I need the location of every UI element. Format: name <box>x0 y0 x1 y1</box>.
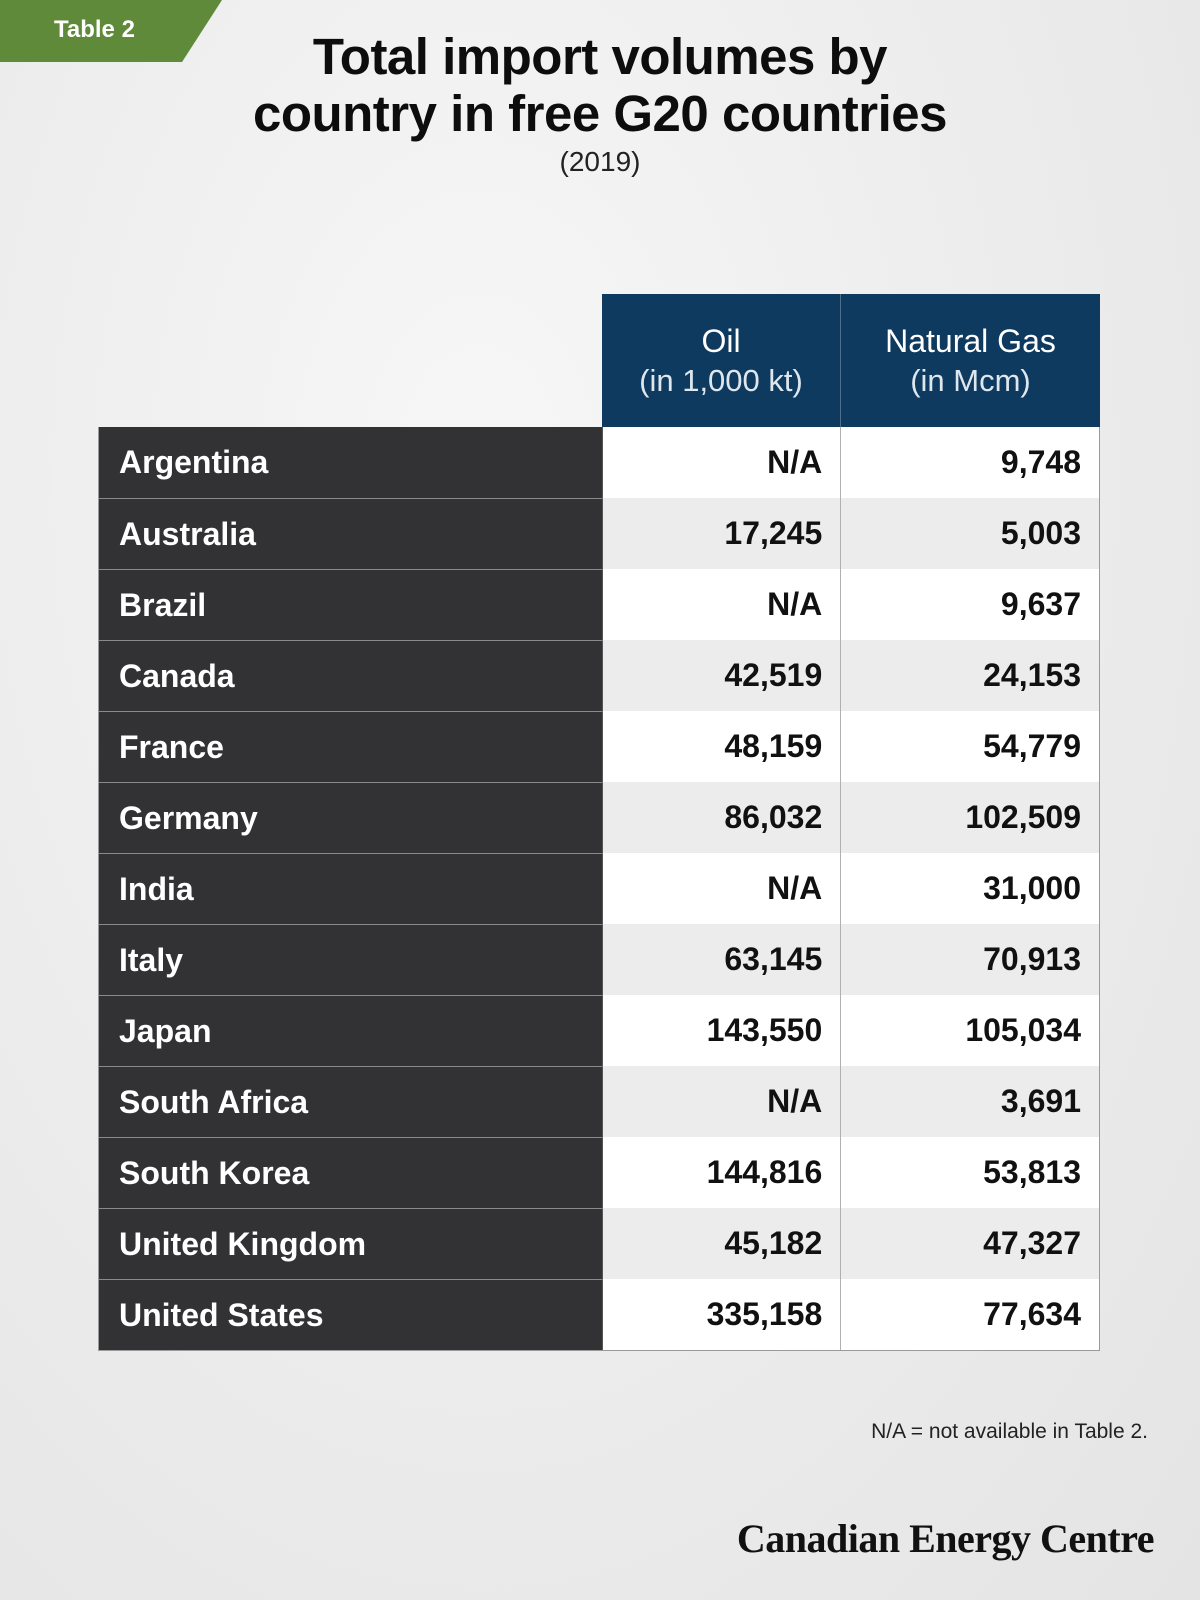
gas-value-cell: 24,153 <box>841 640 1099 711</box>
column-header-oil-name: Oil <box>701 322 741 359</box>
oil-value-cell: N/A <box>603 569 842 640</box>
oil-value-cell: 144,816 <box>603 1137 842 1208</box>
country-cell: France <box>99 711 604 782</box>
page-title: Total import volumes by country in free … <box>0 28 1200 142</box>
brand-logo: Canadian Energy Centre <box>736 1516 1155 1561</box>
gas-value-cell: 77,634 <box>841 1279 1099 1350</box>
table-row: United Kingdom 45,182 47,327 <box>99 1208 1099 1279</box>
country-cell: Canada <box>99 640 604 711</box>
oil-value-cell: N/A <box>603 1066 842 1137</box>
gas-value-cell: 70,913 <box>841 924 1099 995</box>
table-row: South Africa N/A 3,691 <box>99 1066 1099 1137</box>
table-header-row: Oil (in 1,000 kt) Natural Gas (in Mcm) <box>98 294 1100 427</box>
footnote: N/A = not available in Table 2. <box>871 1420 1148 1443</box>
oil-value-cell: N/A <box>603 427 842 498</box>
table-row: Germany 86,032 102,509 <box>99 782 1099 853</box>
gas-value-cell: 5,003 <box>841 498 1099 569</box>
table-row: Brazil N/A 9,637 <box>99 569 1099 640</box>
table-row: United States 335,158 77,634 <box>99 1279 1099 1350</box>
import-volumes-table: Oil (in 1,000 kt) Natural Gas (in Mcm) A… <box>98 294 1100 1351</box>
country-cell: India <box>99 853 604 924</box>
title-line-2: country in free G20 countries <box>252 85 948 142</box>
gas-value-cell: 3,691 <box>841 1066 1099 1137</box>
country-cell: South Africa <box>99 1066 604 1137</box>
country-cell: Australia <box>99 498 604 569</box>
title-line-1: Total import volumes by <box>312 28 888 85</box>
gas-value-cell: 31,000 <box>841 853 1099 924</box>
table-number-badge: Table 2 <box>0 0 222 62</box>
oil-value-cell: 86,032 <box>603 782 842 853</box>
oil-value-cell: 143,550 <box>603 995 842 1066</box>
oil-value-cell: 48,159 <box>603 711 842 782</box>
country-cell: United States <box>99 1279 604 1350</box>
column-header-gas-unit: (in Mcm) <box>910 362 1031 398</box>
country-cell: Japan <box>99 995 604 1066</box>
column-header-oil: Oil (in 1,000 kt) <box>602 294 841 427</box>
country-cell: Germany <box>99 782 604 853</box>
gas-value-cell: 9,748 <box>841 427 1099 498</box>
oil-value-cell: 63,145 <box>603 924 842 995</box>
country-cell: Italy <box>99 924 604 995</box>
oil-value-cell: 17,245 <box>603 498 842 569</box>
country-cell: United Kingdom <box>99 1208 604 1279</box>
oil-value-cell: 335,158 <box>603 1279 842 1350</box>
table-row: Italy 63,145 70,913 <box>99 924 1099 995</box>
header-spacer <box>98 294 602 427</box>
gas-value-cell: 102,509 <box>841 782 1099 853</box>
column-header-gas-name: Natural Gas <box>885 322 1056 359</box>
country-cell: Brazil <box>99 569 604 640</box>
table-row: Canada 42,519 24,153 <box>99 640 1099 711</box>
oil-value-cell: 42,519 <box>603 640 842 711</box>
gas-value-cell: 53,813 <box>841 1137 1099 1208</box>
country-cell: South Korea <box>99 1137 604 1208</box>
oil-value-cell: N/A <box>603 853 842 924</box>
gas-value-cell: 105,034 <box>841 995 1099 1066</box>
table-body: Argentina N/A 9,748 Australia 17,245 5,003 Bra… <box>98 427 1100 1351</box>
table-row: France 48,159 54,779 <box>99 711 1099 782</box>
oil-value-cell: 45,182 <box>603 1208 842 1279</box>
gas-value-cell: 9,637 <box>841 569 1099 640</box>
table-row: India N/A 31,000 <box>99 853 1099 924</box>
gas-value-cell: 54,779 <box>841 711 1099 782</box>
table-row: Japan 143,550 105,034 <box>99 995 1099 1066</box>
table-row: Australia 17,245 5,003 <box>99 498 1099 569</box>
gas-value-cell: 47,327 <box>841 1208 1099 1279</box>
page-subtitle: (2019) <box>559 146 641 177</box>
table-number-label: Table 2 <box>54 16 135 43</box>
table-row: South Korea 144,816 53,813 <box>99 1137 1099 1208</box>
country-cell: Argentina <box>99 427 604 498</box>
table-row: Argentina N/A 9,748 <box>99 427 1099 498</box>
column-header-oil-unit: (in 1,000 kt) <box>639 362 803 398</box>
column-header-gas: Natural Gas (in Mcm) <box>841 294 1100 427</box>
